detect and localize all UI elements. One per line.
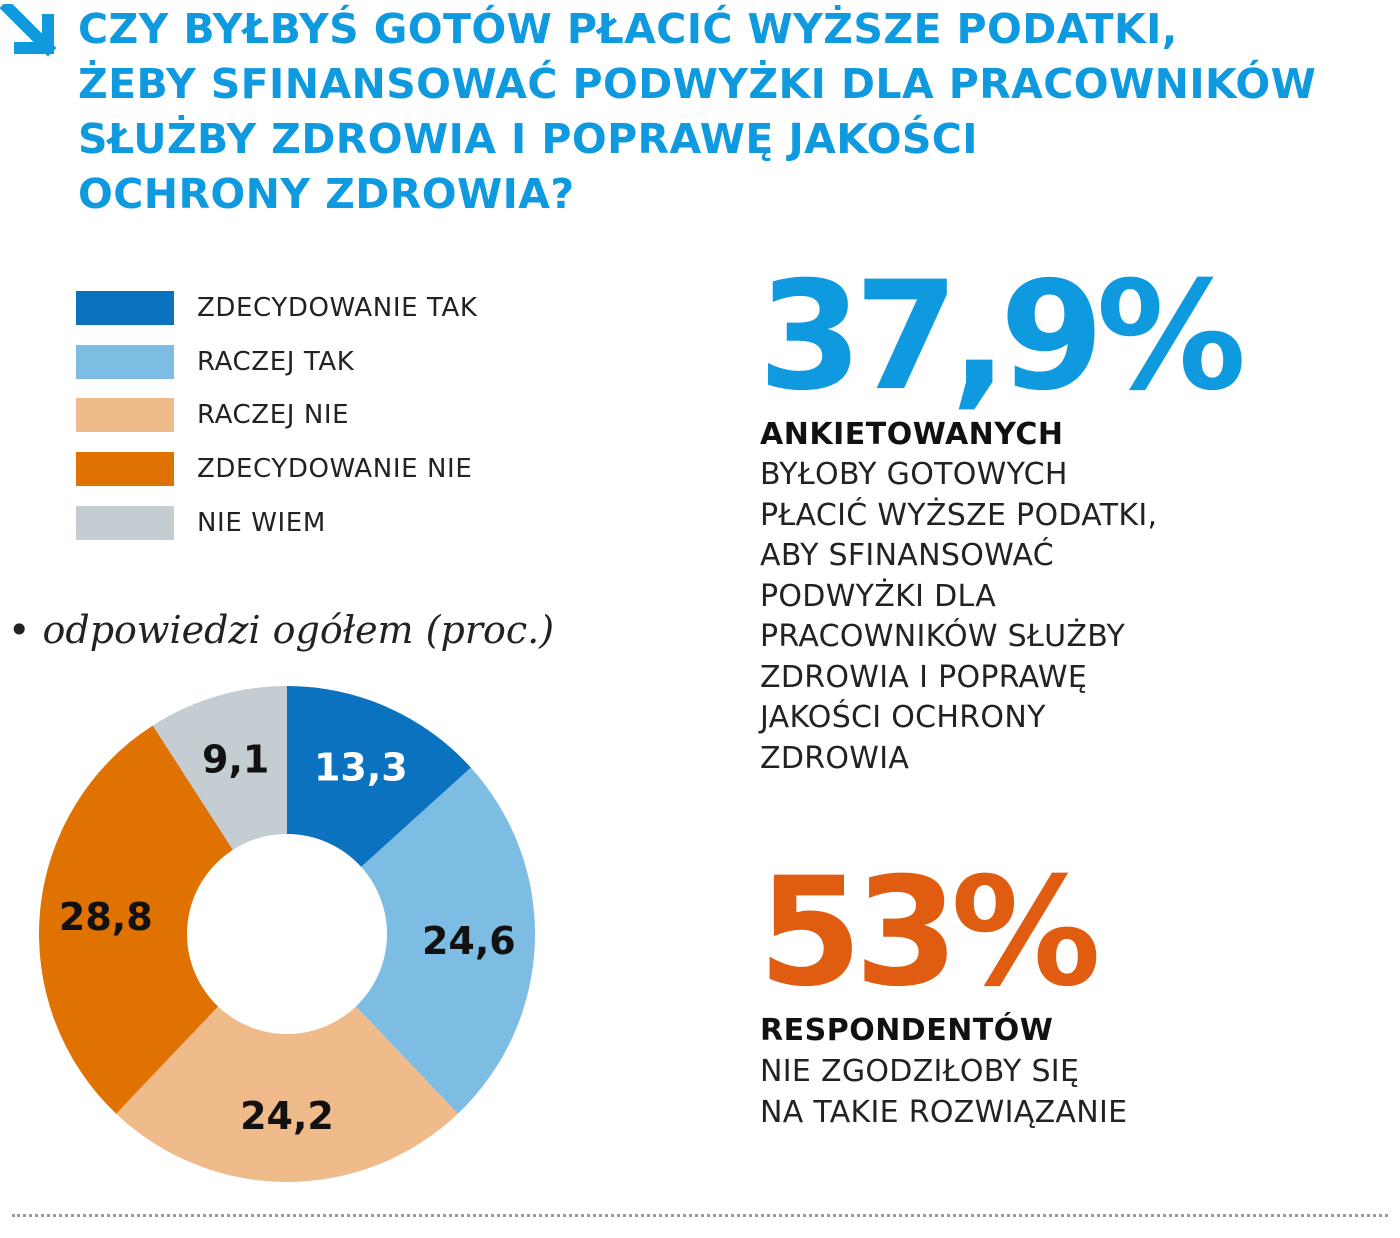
stat-value-37-9: 37,9% <box>758 250 1246 424</box>
title-line: CZY BYŁBYŚ GOTÓW PŁACIĆ WYŻSZE PODATKI, <box>78 5 1178 53</box>
bullet: • <box>8 608 31 652</box>
title-line: SŁUŻBY ZDROWIA I POPRAWĘ JAKOŚCI <box>78 115 978 163</box>
legend-swatch <box>76 452 174 486</box>
stat-line: ABY SFINANSOWAĆ <box>760 538 1054 573</box>
stat-line: PŁACIĆ WYŻSZE PODATKI, <box>760 497 1158 533</box>
chart-subtitle: • odpowiedzi ogółem (proc.) <box>8 608 554 652</box>
legend-swatch <box>76 345 174 379</box>
legend-label: RACZEJ TAK <box>197 347 355 377</box>
arrow-down-right-icon <box>0 4 56 57</box>
donut-slice-label-2: 24,6 <box>422 919 516 963</box>
stat-line: JAKOŚCI OCHRONY <box>760 700 1046 735</box>
title-line: ŻEBY SFINANSOWAĆ PODWYŻKI DLA PRACOWNIKÓ… <box>78 60 1317 108</box>
stat-value-53: 53% <box>758 846 1101 1020</box>
donut-slice-label-3: 24,2 <box>240 1094 334 1138</box>
legend-swatch <box>76 398 174 432</box>
subtitle-text: odpowiedzi ogółem (proc.) <box>42 608 555 652</box>
donut-slice-4 <box>38 725 233 1114</box>
stat-description: NIE ZGODZIŁOBY SIĘ NA TAKIE ROZWIĄZANIE <box>760 1052 1380 1133</box>
stat-line: PRACOWNIKÓW SŁUŻBY <box>760 619 1126 654</box>
stat-heading: ANKIETOWANYCH <box>760 417 1064 452</box>
donut-slice-label-1: 13,3 <box>314 746 408 790</box>
stat-line: PODWYŻKI DLA <box>760 578 997 614</box>
stat-line: BYŁOBY GOTOWYCH <box>760 457 1068 492</box>
stat-line: ZDROWIA <box>760 740 910 776</box>
title-line: OCHRONY ZDROWIA? <box>78 170 575 218</box>
legend-label: ZDECYDOWANIE NIE <box>197 454 473 484</box>
stat-description: BYŁOBY GOTOWYCH PŁACIĆ WYŻSZE PODATKI, A… <box>760 455 1380 779</box>
legend-swatch <box>76 291 174 325</box>
donut-slice-label-4: 28,8 <box>59 895 153 939</box>
legend-label: ZDECYDOWANIE TAK <box>197 293 478 323</box>
stat-heading: RESPONDENTÓW <box>760 1013 1054 1048</box>
chart-title: CZY BYŁBYŚ GOTÓW PŁACIĆ WYŻSZE PODATKI, … <box>78 2 1388 222</box>
dotted-divider <box>12 1214 1388 1217</box>
stat-line: ZDROWIA I POPRAWĘ <box>760 659 1088 695</box>
stat-line: NA TAKIE ROZWIĄZANIE <box>760 1094 1128 1130</box>
donut-slice-3 <box>116 1006 458 1183</box>
donut-slice-1 <box>287 686 471 867</box>
donut-slice-label-5: 9,1 <box>202 737 269 781</box>
donut-chart: 13,3 24,6 24,2 28,8 9,1 <box>38 686 535 1183</box>
donut-slice-2 <box>355 767 535 1114</box>
legend-label: RACZEJ NIE <box>197 400 350 430</box>
stat-line: NIE ZGODZIŁOBY SIĘ <box>760 1054 1080 1089</box>
donut-slice-5 <box>152 686 287 850</box>
legend-label: NIE WIEM <box>197 508 326 538</box>
legend-swatch <box>76 506 174 540</box>
